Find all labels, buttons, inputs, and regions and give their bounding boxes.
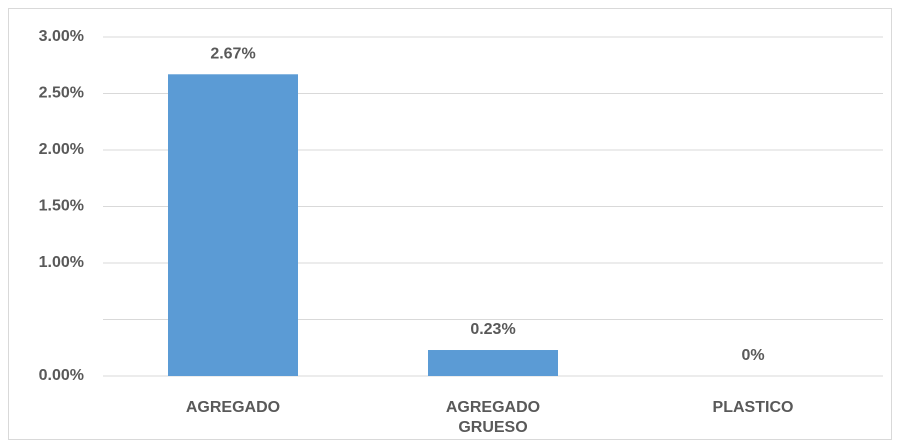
data-label: 0.23% <box>470 321 515 338</box>
y-tick-label: 3.00% <box>39 28 84 45</box>
bar <box>168 74 298 376</box>
y-tick-label: 1.50% <box>39 198 84 215</box>
y-tick-label: 2.00% <box>39 141 84 158</box>
bar <box>428 350 558 376</box>
data-label: 2.67% <box>210 46 255 63</box>
x-tick-label: PLASTICO <box>712 399 794 416</box>
x-tick-label: AGREGADO GRUESO <box>445 399 541 436</box>
data-label: 0% <box>741 347 764 364</box>
y-tick-label: 0.00% <box>39 367 84 384</box>
y-tick-label: 2.50% <box>39 85 84 102</box>
x-tick-label: AGREGADO <box>185 399 281 416</box>
y-tick-label: 1.00% <box>39 254 84 271</box>
